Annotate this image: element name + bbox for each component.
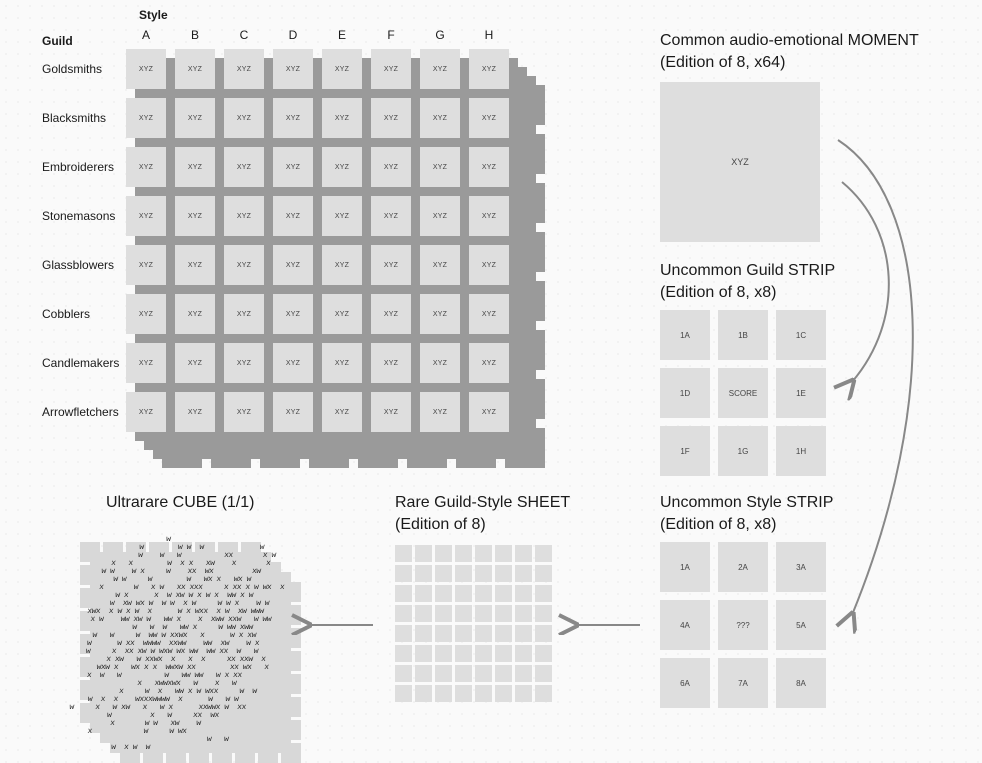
curved-arrow (842, 182, 889, 382)
arrows-layer (0, 0, 982, 748)
curved-arrow (838, 140, 913, 615)
